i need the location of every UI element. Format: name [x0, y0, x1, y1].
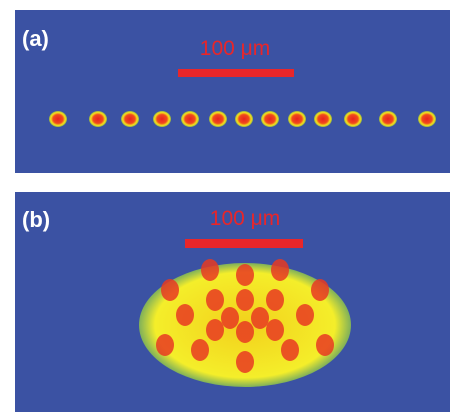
ion — [89, 111, 107, 127]
ion — [281, 339, 299, 361]
ion — [296, 304, 314, 326]
ion — [161, 279, 179, 301]
ion — [316, 334, 334, 356]
scale-bar-label: 100 μm — [210, 207, 280, 230]
ion — [271, 259, 289, 281]
ion — [251, 307, 269, 329]
ion — [379, 111, 397, 127]
scale-bar — [185, 239, 303, 248]
ion — [153, 111, 171, 127]
ion — [236, 289, 254, 311]
ion — [221, 307, 239, 329]
ion — [201, 259, 219, 281]
ion — [176, 304, 194, 326]
ion — [236, 351, 254, 373]
ion — [261, 111, 279, 127]
ion — [418, 111, 436, 127]
ion — [209, 111, 227, 127]
ion — [236, 321, 254, 343]
ion — [266, 319, 284, 341]
ion — [314, 111, 332, 127]
ion — [156, 334, 174, 356]
ion — [181, 111, 199, 127]
figure: (a) 100 μm (b) 100 μm — [0, 0, 457, 412]
ion — [288, 111, 306, 127]
ion — [344, 111, 362, 127]
ion — [121, 111, 139, 127]
panel-a-background — [15, 10, 450, 173]
panel-label: (a) — [22, 26, 49, 51]
panel-label: (b) — [22, 207, 50, 232]
page: (a) 100 μm (b) 100 μm (() => { const dat… — [0, 0, 457, 412]
ion — [191, 339, 209, 361]
ion — [235, 111, 253, 127]
scale-bar — [178, 69, 294, 77]
ion — [311, 279, 329, 301]
ion — [236, 264, 254, 286]
ion — [49, 111, 67, 127]
scale-bar-label: 100 μm — [200, 37, 270, 60]
ion — [206, 319, 224, 341]
ion — [266, 289, 284, 311]
ion — [206, 289, 224, 311]
